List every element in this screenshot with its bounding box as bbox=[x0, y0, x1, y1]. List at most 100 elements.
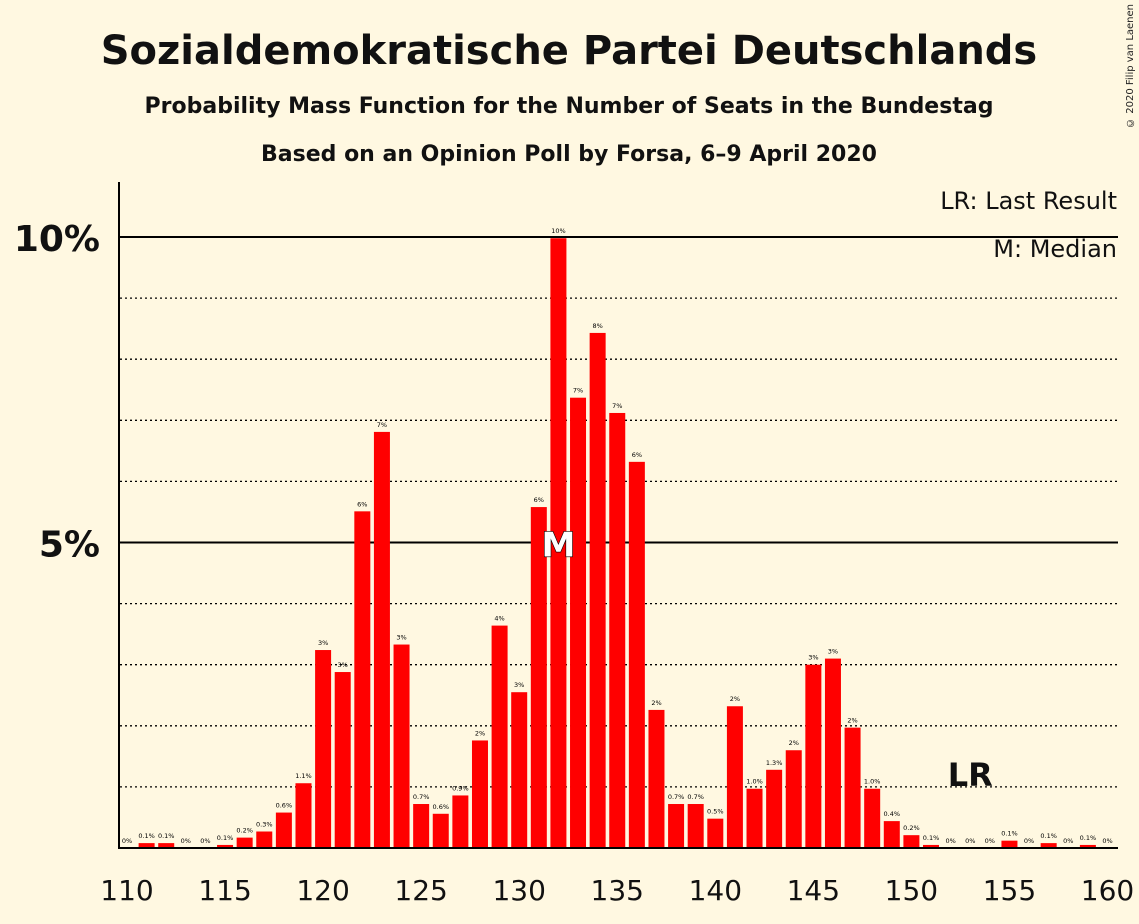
bar-label-145: 3% bbox=[808, 654, 818, 662]
bar-label-110: 0% bbox=[122, 837, 132, 845]
bar-135 bbox=[609, 412, 626, 848]
bar-label-142: 1.0% bbox=[746, 778, 763, 786]
bar-label-147: 2% bbox=[847, 717, 857, 725]
legend-median: M: Median bbox=[993, 235, 1117, 263]
bar-label-114: 0% bbox=[200, 837, 210, 845]
bar-label-159: 0.1% bbox=[1080, 834, 1097, 842]
bar-150 bbox=[903, 835, 920, 848]
bar-121 bbox=[334, 672, 351, 848]
bar-140 bbox=[707, 818, 724, 848]
last-result-marker: LR bbox=[948, 756, 993, 794]
bar-label-155: 0.1% bbox=[1001, 830, 1018, 838]
bar-label-160: 0% bbox=[1102, 837, 1112, 845]
bar-label-127: 0.9% bbox=[452, 784, 469, 792]
bar-120 bbox=[315, 650, 332, 848]
bar-label-121: 3% bbox=[338, 661, 348, 669]
x-tick-label: 140 bbox=[689, 874, 742, 907]
bar-151 bbox=[923, 844, 940, 848]
bar-label-134: 8% bbox=[592, 322, 602, 330]
x-tick-label: 110 bbox=[100, 874, 153, 907]
bar-label-124: 3% bbox=[396, 634, 406, 642]
bar-label-136: 6% bbox=[632, 451, 642, 459]
bar-123 bbox=[373, 431, 390, 848]
bar-label-154: 0% bbox=[985, 837, 995, 845]
bar-139 bbox=[687, 804, 704, 848]
bar-130 bbox=[511, 692, 528, 848]
bar-label-151: 0.1% bbox=[923, 834, 940, 842]
bar-label-112: 0.1% bbox=[158, 832, 175, 840]
bar-label-141: 2% bbox=[730, 695, 740, 703]
bar-119 bbox=[295, 783, 312, 848]
bar-117 bbox=[256, 831, 273, 848]
bar-155 bbox=[1001, 840, 1018, 848]
bar-112 bbox=[158, 843, 175, 848]
bar-label-138: 0.7% bbox=[668, 793, 685, 801]
bar-146 bbox=[824, 658, 841, 848]
bar-label-153: 0% bbox=[965, 837, 975, 845]
bar-label-117: 0.3% bbox=[256, 821, 273, 829]
bar-116 bbox=[236, 837, 253, 848]
bar-125 bbox=[413, 804, 430, 848]
x-tick-label: 115 bbox=[198, 874, 251, 907]
bar-label-157: 0.1% bbox=[1040, 832, 1057, 840]
bar-129 bbox=[491, 625, 508, 848]
chart-title: Sozialdemokratische Partei Deutschlands bbox=[101, 28, 1038, 74]
x-tick-label: 130 bbox=[492, 874, 545, 907]
bar-132 bbox=[550, 238, 567, 849]
bar-label-123: 7% bbox=[377, 421, 387, 429]
bar-label-122: 6% bbox=[357, 500, 367, 508]
bar-127 bbox=[452, 795, 469, 848]
bar-136 bbox=[628, 461, 645, 848]
bar-label-116: 0.2% bbox=[236, 827, 253, 835]
y-tick-label: 10% bbox=[14, 219, 100, 260]
bar-label-119: 1.1% bbox=[295, 772, 312, 780]
bar-133 bbox=[570, 397, 587, 848]
x-tick-label: 120 bbox=[296, 874, 349, 907]
median-marker: M bbox=[541, 526, 575, 566]
x-tick-label: 135 bbox=[591, 874, 644, 907]
bar-122 bbox=[354, 511, 371, 848]
bar-label-118: 0.6% bbox=[276, 802, 293, 810]
bar-124 bbox=[393, 644, 410, 848]
legend-last-result: LR: Last Result bbox=[940, 187, 1117, 215]
bar-138 bbox=[668, 804, 685, 848]
bar-159 bbox=[1079, 844, 1096, 848]
bar-128 bbox=[471, 740, 488, 848]
bar-label-130: 3% bbox=[514, 681, 524, 689]
bar-145 bbox=[805, 664, 822, 848]
bar-label-131: 6% bbox=[534, 496, 544, 504]
bar-labels: 0%0.1% 0.1%0% 0% 0.1%0.2%0.3%0.6%1.1%3%3%6%… bbox=[122, 227, 1113, 845]
bar-115 bbox=[217, 844, 234, 848]
x-tick-label: 125 bbox=[394, 874, 447, 907]
bar-label-156: 0% bbox=[1024, 837, 1034, 845]
bar-label-132: 10% bbox=[551, 227, 565, 235]
bar-label-150: 0.2% bbox=[903, 824, 920, 832]
bar-label-115: 0.1% bbox=[217, 834, 234, 842]
bar-label-137: 2% bbox=[651, 699, 661, 707]
bar-111 bbox=[138, 843, 155, 848]
bar-label-111: 0.1% bbox=[138, 832, 155, 840]
chart-subtitle-2: Based on an Opinion Poll by Forsa, 6–9 A… bbox=[261, 142, 877, 167]
copyright-note: © 2020 Filip van Laenen bbox=[1125, 4, 1136, 128]
bar-label-113: 0% bbox=[181, 837, 191, 845]
bar-147 bbox=[844, 727, 861, 848]
bar-label-143: 1.3% bbox=[766, 759, 783, 767]
bar-134 bbox=[589, 332, 606, 848]
bar-126 bbox=[432, 813, 449, 848]
axes: 5% 10% 110 115 120 125 130 135 140 145 150 155 160 M L… bbox=[14, 182, 1134, 907]
bar-label-158: 0% bbox=[1063, 837, 1073, 845]
bar-131 bbox=[530, 507, 547, 848]
bar-label-146: 3% bbox=[828, 648, 838, 656]
bar-149 bbox=[883, 821, 900, 848]
bar-118 bbox=[275, 812, 292, 848]
x-tick-label: 150 bbox=[885, 874, 938, 907]
bar-157 bbox=[1040, 843, 1057, 848]
bar-label-133: 7% bbox=[573, 387, 583, 395]
bar-143 bbox=[766, 769, 783, 848]
bar-label-125: 0.7% bbox=[413, 793, 430, 801]
x-tick-label: 145 bbox=[787, 874, 840, 907]
bar-label-120: 3% bbox=[318, 639, 328, 647]
bar-label-135: 7% bbox=[612, 402, 622, 410]
bars bbox=[138, 238, 1096, 849]
